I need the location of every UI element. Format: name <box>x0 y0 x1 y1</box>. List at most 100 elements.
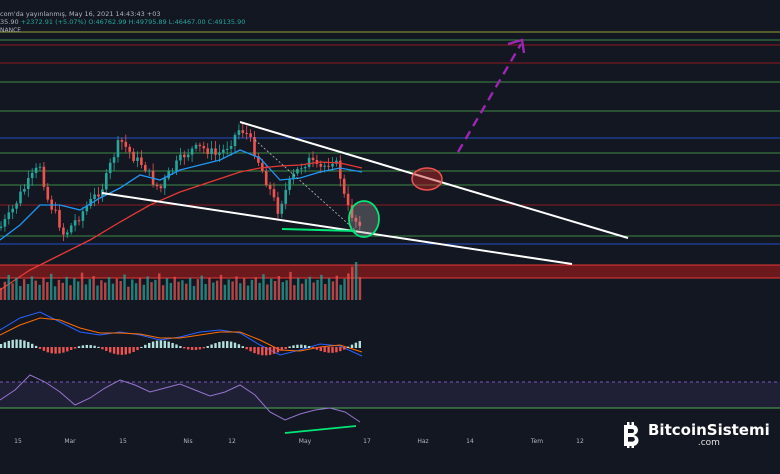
volume-bar <box>84 284 88 300</box>
macd-histogram-bar <box>268 347 272 355</box>
x-axis-tick-label: Nis <box>183 438 192 445</box>
candle-body <box>206 148 209 154</box>
macd-histogram-bar <box>163 340 166 348</box>
candle-body <box>198 144 202 147</box>
macd-histogram-bar <box>27 341 30 348</box>
candle-body <box>222 149 225 153</box>
candle-body <box>186 154 190 158</box>
volume-bar <box>258 282 261 300</box>
candle-body <box>284 189 287 204</box>
volume-bar <box>115 278 118 300</box>
macd-histogram-bar <box>253 347 256 354</box>
candle-body <box>210 148 213 154</box>
macd-histogram-bar <box>354 342 358 348</box>
macd-histogram-bar <box>81 345 85 348</box>
candle-body <box>140 157 143 165</box>
candle-body <box>237 130 241 135</box>
candle-body <box>132 151 135 161</box>
macd-histogram-bar <box>198 347 202 350</box>
volume-bar <box>242 278 246 300</box>
volume-bar <box>254 277 257 300</box>
candle-body <box>323 165 326 167</box>
macd-histogram-bar <box>350 344 354 348</box>
candle-body <box>190 148 194 155</box>
volume-bar <box>239 283 242 300</box>
volume-bar <box>358 277 362 300</box>
macd-histogram-bar <box>331 347 334 353</box>
candle-body <box>30 172 34 179</box>
volume-bar <box>227 279 230 300</box>
macd-histogram-bar <box>296 344 299 348</box>
macd-histogram-bar <box>194 347 198 350</box>
volume-bar <box>262 274 265 300</box>
volume-bar <box>200 275 203 300</box>
macd-histogram-bar <box>132 347 135 352</box>
x-axis-tick-label: Mar <box>64 438 76 445</box>
volume-bar <box>246 285 250 300</box>
macd-histogram-bar <box>34 345 38 348</box>
macd-histogram-bar <box>190 347 194 350</box>
macd-histogram-bar <box>23 340 26 348</box>
volume-bar <box>34 280 37 300</box>
macd-histogram-bar <box>77 346 81 348</box>
macd-histogram-bar <box>116 347 120 355</box>
candle-body <box>108 162 112 174</box>
candle-body <box>179 154 182 161</box>
candle-body <box>163 178 167 189</box>
volume-bar <box>111 283 115 300</box>
macd-histogram-bar <box>70 347 73 351</box>
volume-bar <box>100 280 103 300</box>
macd-histogram-bar <box>31 343 34 348</box>
macd-signal-line <box>0 317 363 353</box>
logo-name: BitcoinSistemi <box>648 420 770 439</box>
volume-bar <box>77 281 80 300</box>
chart-ohlc-row: 35.90 +2372.91 (+5.07%) O:46762.99 H:497… <box>0 18 245 26</box>
volume-bar <box>7 274 10 300</box>
volume-bar <box>223 284 227 300</box>
candle-body <box>202 146 206 149</box>
macd-histogram-bar <box>245 347 248 350</box>
volume-bar <box>138 277 142 300</box>
volume-bar <box>15 277 18 300</box>
macd-histogram-bar <box>233 342 237 348</box>
macd-histogram-bar <box>183 347 186 349</box>
candle-body <box>7 212 11 220</box>
macd-histogram-bar <box>97 346 100 348</box>
volume-bar <box>204 284 207 300</box>
macd-histogram-bar <box>171 342 174 348</box>
volume-bar <box>215 280 219 300</box>
candle-body <box>229 146 233 149</box>
volume-bar <box>324 284 327 300</box>
macd-histogram-bar <box>327 347 330 353</box>
candle-body <box>62 227 65 235</box>
macd-histogram-bar <box>261 347 264 356</box>
volume-bar <box>38 284 41 300</box>
volume-bar <box>177 281 180 300</box>
volume-bar <box>250 279 254 300</box>
volume-bar <box>354 262 358 300</box>
macd-histogram-bar <box>46 347 49 353</box>
macd-histogram-bar <box>128 347 131 354</box>
candle-body <box>300 168 303 170</box>
candle-body <box>264 171 268 186</box>
volume-bar <box>300 283 304 300</box>
macd-histogram-bar <box>280 347 283 351</box>
macd-histogram-bar <box>323 347 326 353</box>
header-prefix: com'da yayınlanmış, May 16, 2021 14:43:4… <box>0 10 161 18</box>
candle-body <box>89 198 92 207</box>
volume-bar <box>169 282 173 300</box>
macd-histogram-bar <box>112 347 116 354</box>
volume-bar <box>320 274 323 300</box>
price-change: +2372.91 (+5.07%) <box>20 18 87 26</box>
candle-body <box>358 221 362 226</box>
volume-bar <box>297 277 300 300</box>
macd-histogram-bar <box>15 339 18 348</box>
candle-body <box>54 209 57 211</box>
macd-histogram-bar <box>210 344 213 348</box>
x-axis-tick-label: Tem <box>530 438 543 445</box>
volume-bar <box>281 282 284 300</box>
volume-bar <box>104 282 107 300</box>
candle-body <box>144 164 147 171</box>
